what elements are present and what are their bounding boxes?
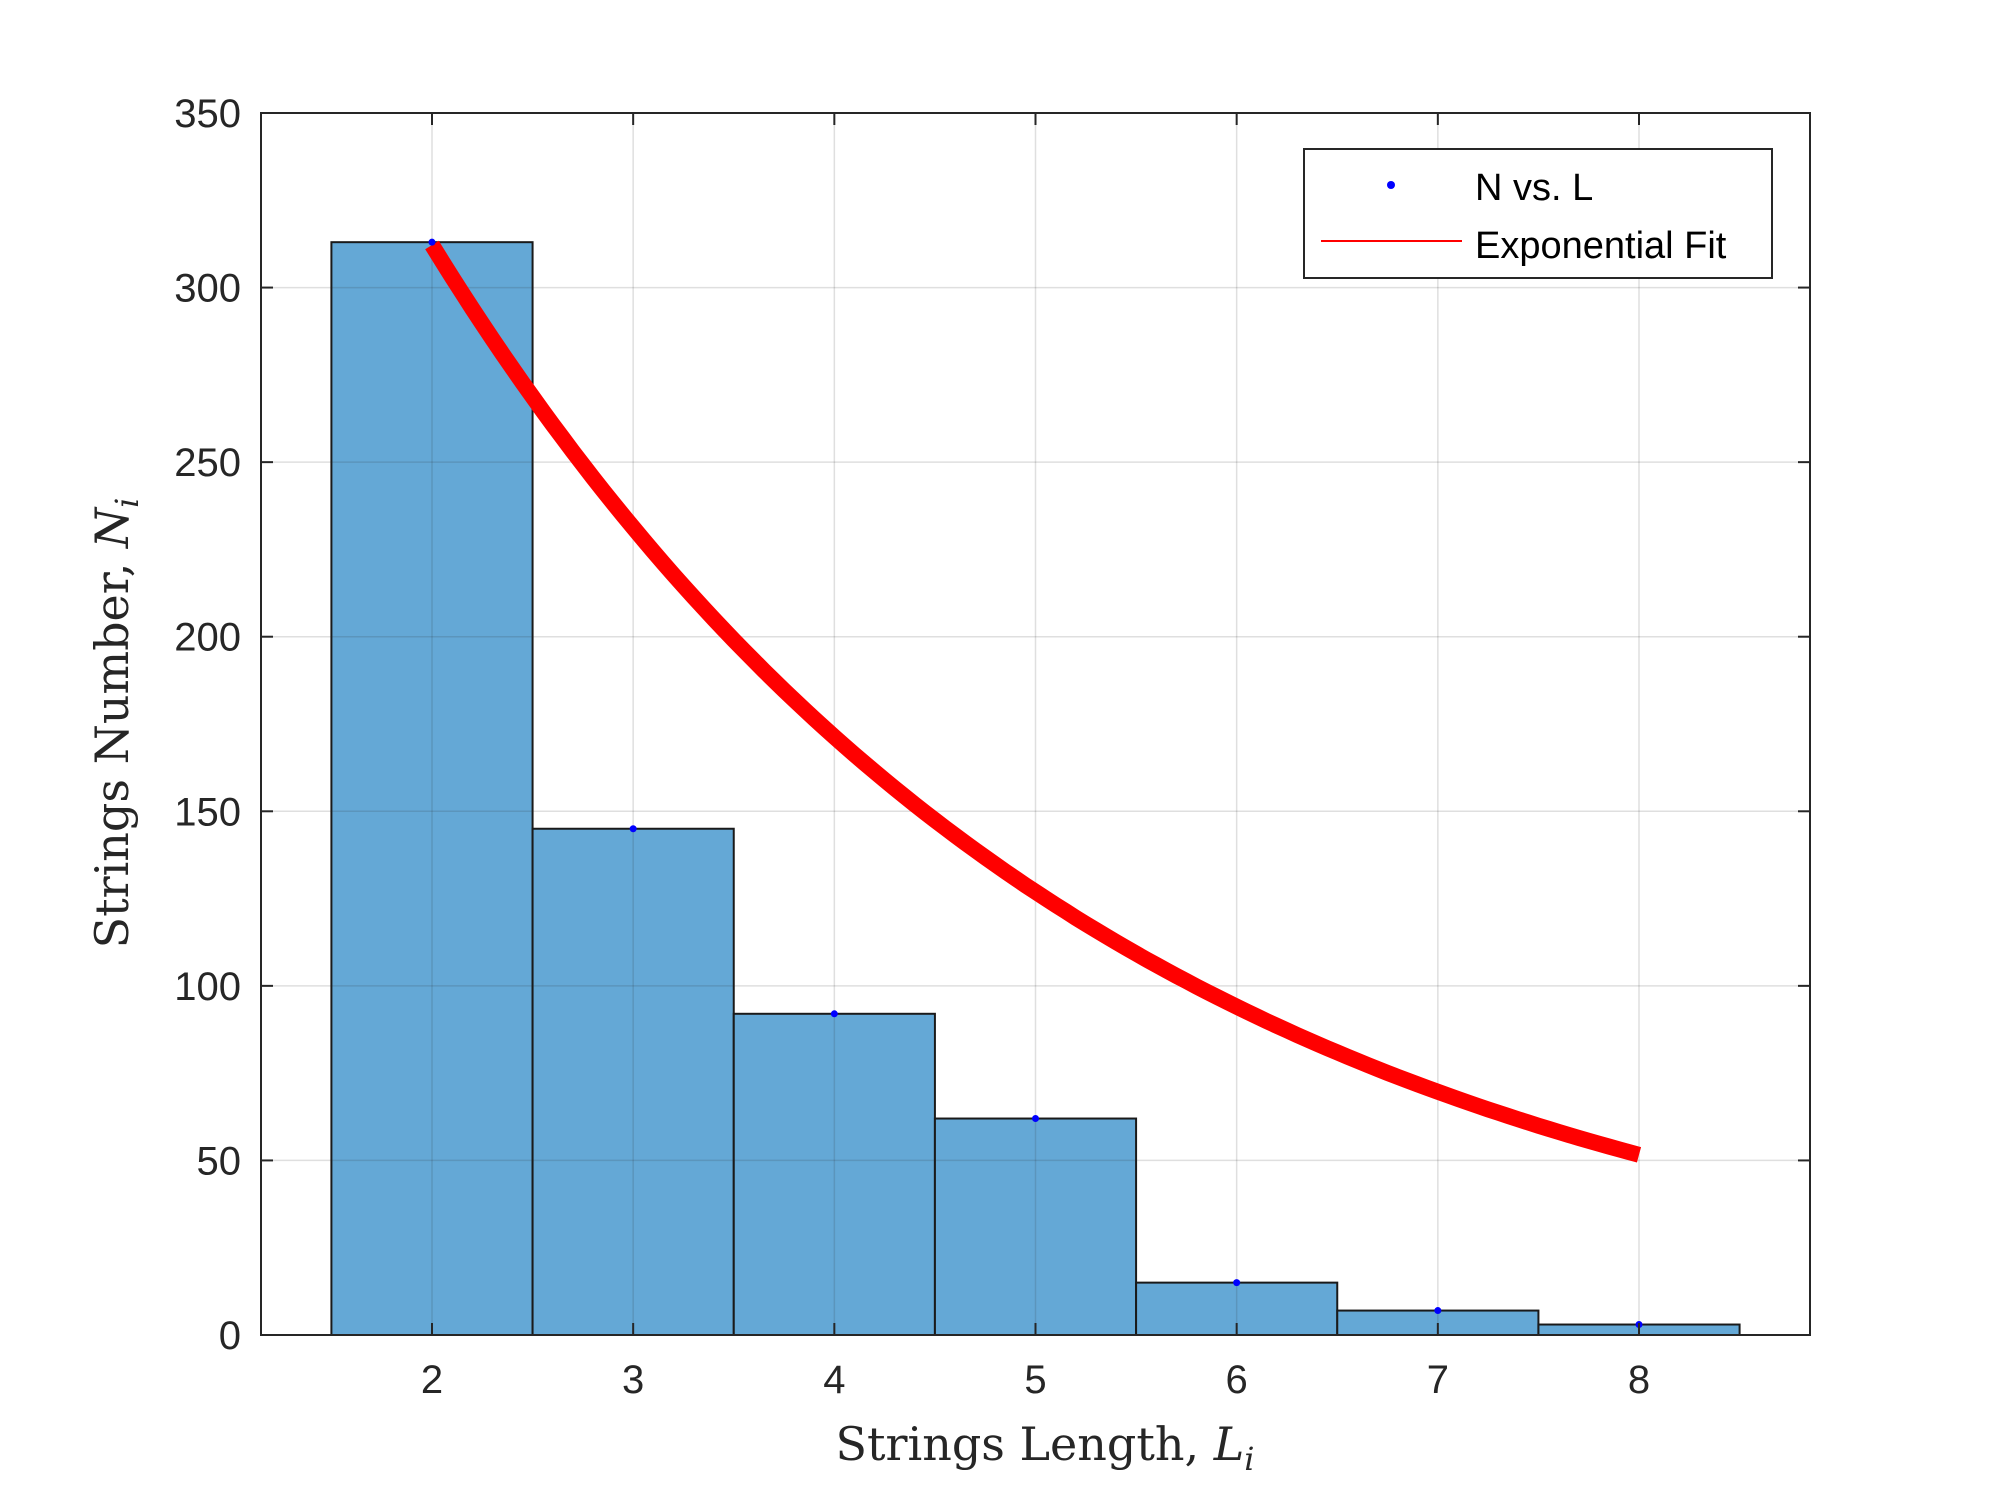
legend: N vs. L Exponential Fit <box>1303 148 1773 279</box>
exponential-fit-curve <box>425 240 1642 1163</box>
data-point-6 <box>1233 1279 1241 1287</box>
y-tick-label-100: 100 <box>174 965 241 1009</box>
ticks-group: 2 3 4 5 6 7 8 0 50 100 150 200 250 300 350 <box>174 92 1810 1402</box>
x-tick-label-8: 8 <box>1628 1358 1650 1402</box>
x-tick-label-5: 5 <box>1024 1358 1046 1402</box>
data-point-4 <box>830 1010 838 1018</box>
x-tick-label-2: 2 <box>421 1358 443 1402</box>
data-point-7 <box>1434 1307 1442 1315</box>
y-tick-label-300: 300 <box>174 267 241 311</box>
legend-label-n-vs-l: N vs. L <box>1475 167 1593 209</box>
data-point-5 <box>1032 1115 1039 1123</box>
bar-3 <box>531 827 735 1336</box>
y-tick-label-150: 150 <box>174 790 241 834</box>
x-tick-label-3: 3 <box>622 1358 644 1402</box>
x-axis-label: Strings Length, Li <box>836 1417 1255 1478</box>
y-tick-label-250: 250 <box>174 441 241 485</box>
legend-box <box>1303 148 1773 279</box>
bar-5 <box>933 1117 1138 1336</box>
y-axis-label: Strings Number, Ni <box>85 498 146 949</box>
y-tick-label-200: 200 <box>174 616 241 660</box>
x-tick-label-4: 4 <box>823 1358 845 1402</box>
gridlines <box>261 112 1810 1336</box>
y-tick-label-350: 350 <box>174 92 241 136</box>
markers-group <box>428 238 1643 1329</box>
x-tick-label-6: 6 <box>1226 1358 1248 1402</box>
legend-label-exponential-fit: Exponential Fit <box>1475 225 1727 267</box>
data-point-2 <box>428 238 436 246</box>
legend-marker-n-vs-l <box>1387 181 1395 189</box>
bars-group <box>330 241 1741 1337</box>
y-tick-label-0: 0 <box>219 1314 241 1358</box>
data-point-3 <box>629 825 637 833</box>
fit-curve-group <box>425 240 1642 1163</box>
y-tick-label-50: 50 <box>197 1139 242 1183</box>
x-tick-label-7: 7 <box>1427 1358 1449 1402</box>
bar-2 <box>330 241 534 1336</box>
